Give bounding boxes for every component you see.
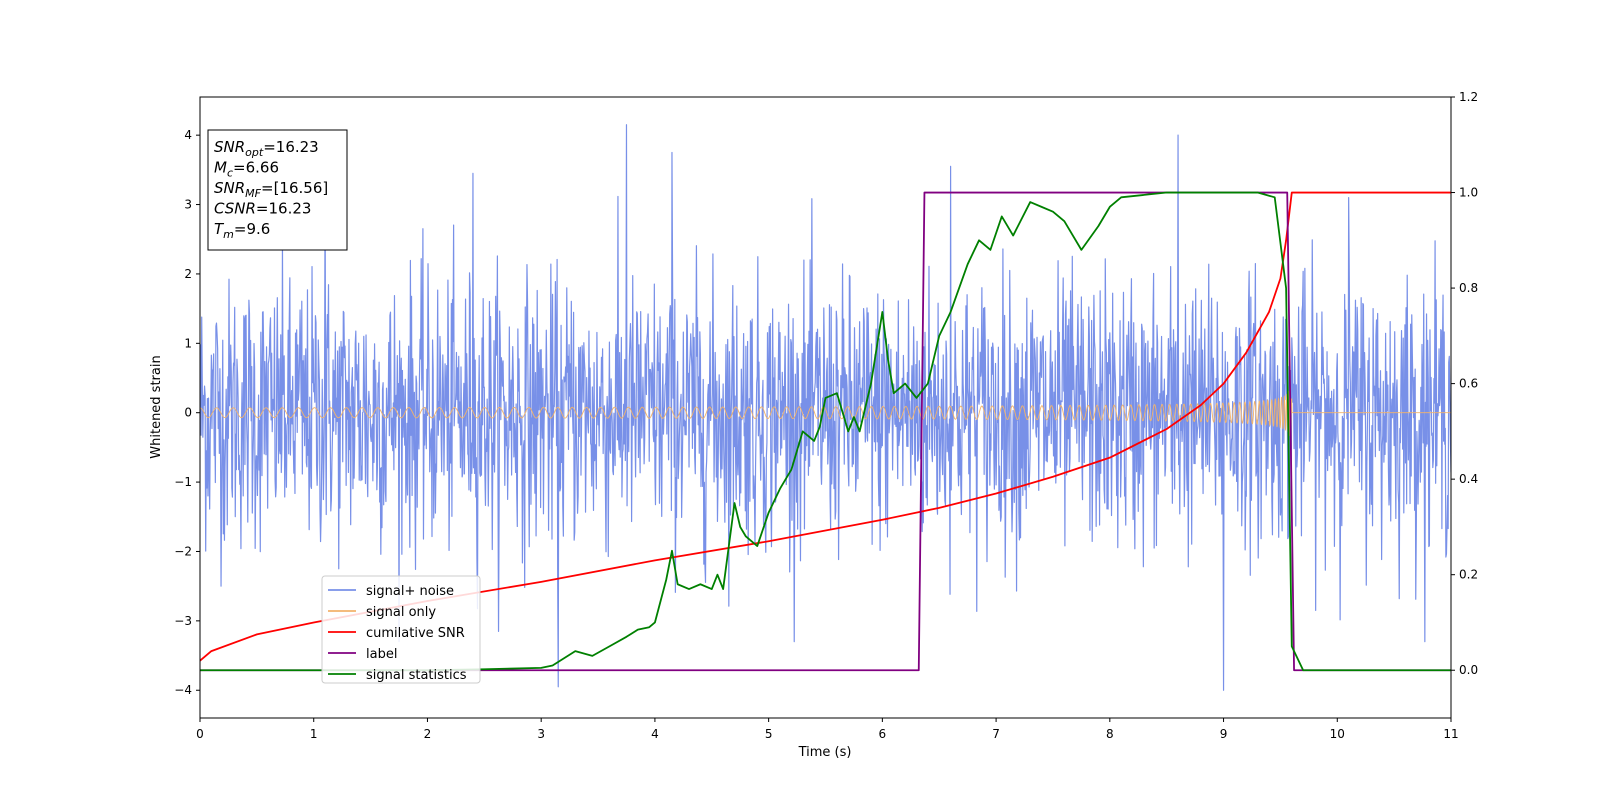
axis-layer: 0 1 2 3 4 5 6 7 8 9 10 11 −4 −3 −2 −1 0 1 2 3 4 0.0 0.2 0.4 0.6 0… — [174, 90, 1478, 741]
series-line-0 — [200, 124, 1451, 691]
x-tick-label: 11 — [1443, 727, 1458, 741]
legend: signal+ noise signal only cumilative SNR la… — [321, 575, 481, 684]
info-line: CSNR=16.23 — [214, 200, 311, 218]
x-tick-label: 10 — [1330, 727, 1345, 741]
y-tick-label: −1 — [174, 475, 192, 489]
y-right-tick-label: 0.4 — [1459, 472, 1478, 486]
y-right-tick-label: 1.0 — [1459, 186, 1478, 200]
legend-label: signal only — [366, 605, 436, 620]
y-tick-label: −2 — [174, 544, 192, 558]
y-tick-label: −4 — [174, 683, 192, 697]
y-right-tick-label: 1.2 — [1459, 90, 1478, 104]
y-tick-label: 2 — [184, 267, 192, 281]
y-tick-label: 3 — [184, 198, 192, 212]
y-axis-title: Whitened strain — [149, 355, 164, 458]
info-line: SNRMF=[16.56] — [214, 179, 328, 200]
x-tick-label: 4 — [651, 727, 659, 741]
x-tick-label: 0 — [196, 727, 204, 741]
series-line-1 — [200, 387, 1451, 442]
x-tick-label: 2 — [424, 727, 432, 741]
y-tick-label: −3 — [174, 614, 192, 628]
x-tick-label: 7 — [992, 727, 1000, 741]
plot-frame — [199, 96, 1452, 719]
legend-frame — [321, 575, 481, 684]
y-right-tick-label: 0.2 — [1459, 568, 1478, 582]
x-tick-label: 8 — [1106, 727, 1114, 741]
x-tick-label: 1 — [310, 727, 318, 741]
x-tick-label: 6 — [879, 727, 887, 741]
y-right-tick-label: 0.6 — [1459, 377, 1478, 391]
x-tick-label: 3 — [537, 727, 545, 741]
x-tick-label: 9 — [1220, 727, 1228, 741]
info-line: Tm=9.6 — [214, 220, 270, 241]
legend-label: signal+ noise — [366, 584, 454, 599]
legend-label: signal statistics — [366, 668, 467, 683]
info-line: SNRopt=16.23 — [214, 138, 319, 159]
x-tick-label: 5 — [765, 727, 773, 741]
y-tick-label: 4 — [184, 128, 192, 142]
y-right-tick-label: 0.8 — [1459, 281, 1478, 295]
y-right-tick-label: 0.0 — [1459, 663, 1478, 677]
series-line-4 — [200, 191, 1451, 672]
legend-label: cumilative SNR — [366, 626, 465, 641]
x-axis-title: Time (s) — [798, 745, 852, 760]
y-tick-label: 1 — [184, 336, 192, 350]
info-box-frame — [207, 129, 348, 251]
info-box: SNRopt=16.23Mc=6.66SNRMF=[16.56]CSNR=16.… — [207, 129, 348, 251]
legend-label: label — [366, 647, 397, 662]
info-line: Mc=6.66 — [214, 159, 279, 180]
y-tick-label: 0 — [184, 406, 192, 420]
